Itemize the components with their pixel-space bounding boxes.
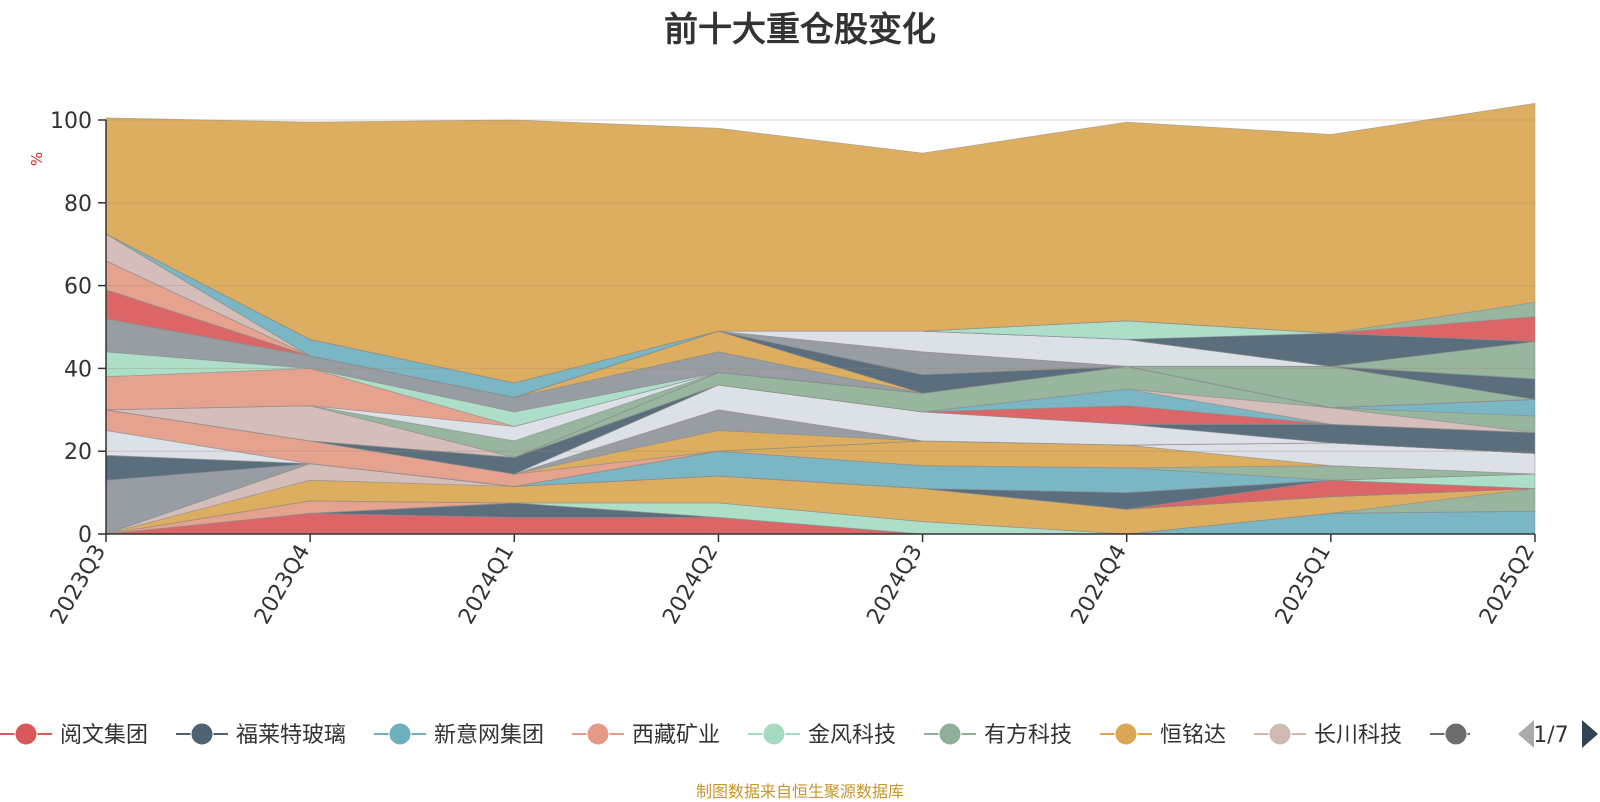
area-series-47 [105, 102, 1536, 384]
y-tick-label: 60 [64, 275, 92, 300]
y-tick-label: 80 [64, 192, 92, 217]
legend[interactable]: 阅文集团 福莱特玻璃 新意网集团 西藏矿业 金风科技 有方科技 恒铭达 长川科技 1/7 [0, 720, 1598, 748]
legend-marker [1268, 722, 1292, 746]
legend-label: 金风科技 [808, 723, 896, 748]
legend-item-truncated[interactable] [1430, 722, 1470, 746]
source-note: 制图数据来自恒生聚源数据库 [695, 782, 904, 801]
legend-label: 西藏矿业 [632, 723, 720, 748]
legend-marker [190, 722, 214, 746]
x-tick-label: 2024Q3 [862, 541, 927, 629]
legend-label: 恒铭达 [1160, 723, 1226, 748]
area-layers [105, 102, 1536, 535]
legend-marker [14, 722, 38, 746]
x-tick-label: 2023Q4 [250, 541, 315, 629]
legend-page-indicator: 1/7 [1533, 723, 1568, 748]
legend-marker [586, 722, 610, 746]
y-tick-label: 20 [64, 440, 92, 465]
legend-label: 有方科技 [984, 723, 1072, 748]
legend-marker [938, 722, 962, 746]
legend-label: 福莱特玻璃 [236, 723, 346, 748]
x-tick-label: 2024Q2 [658, 541, 723, 629]
legend-marker [762, 722, 786, 746]
legend-item-4[interactable]: 金风科技 [748, 722, 896, 748]
legend-label: 阅文集团 [60, 723, 148, 748]
legend-item-7[interactable]: 长川科技 [1254, 722, 1402, 748]
legend-marker [1444, 722, 1468, 746]
x-tick-label: 2025Q1 [1271, 541, 1336, 629]
x-tick-label: 2024Q1 [454, 541, 519, 629]
legend-item-3[interactable]: 西藏矿业 [572, 722, 720, 748]
legend-item-5[interactable]: 有方科技 [924, 722, 1072, 748]
chart-title: 前十大重仓股变化 [664, 10, 936, 50]
y-tick-label: 100 [50, 109, 92, 134]
x-tick-label: 2024Q4 [1067, 541, 1132, 629]
legend-item-0[interactable]: 阅文集团 [0, 722, 148, 748]
legend-item-2[interactable]: 新意网集团 [374, 722, 544, 748]
legend-label: 新意网集团 [434, 723, 544, 748]
legend-label: 长川科技 [1314, 723, 1402, 748]
y-tick-label: 0 [78, 523, 92, 548]
y-tick-label: 40 [64, 357, 92, 382]
legend-item-6[interactable]: 恒铭达 [1100, 722, 1226, 748]
x-tick-label: 2025Q2 [1475, 541, 1540, 629]
x-tick-label: 2023Q3 [46, 541, 111, 629]
legend-next-icon[interactable] [1582, 720, 1598, 748]
legend-item-1[interactable]: 福莱特玻璃 [176, 722, 346, 748]
legend-marker [388, 722, 412, 746]
legend-prev-icon[interactable] [1518, 720, 1534, 748]
legend-marker [1114, 722, 1138, 746]
